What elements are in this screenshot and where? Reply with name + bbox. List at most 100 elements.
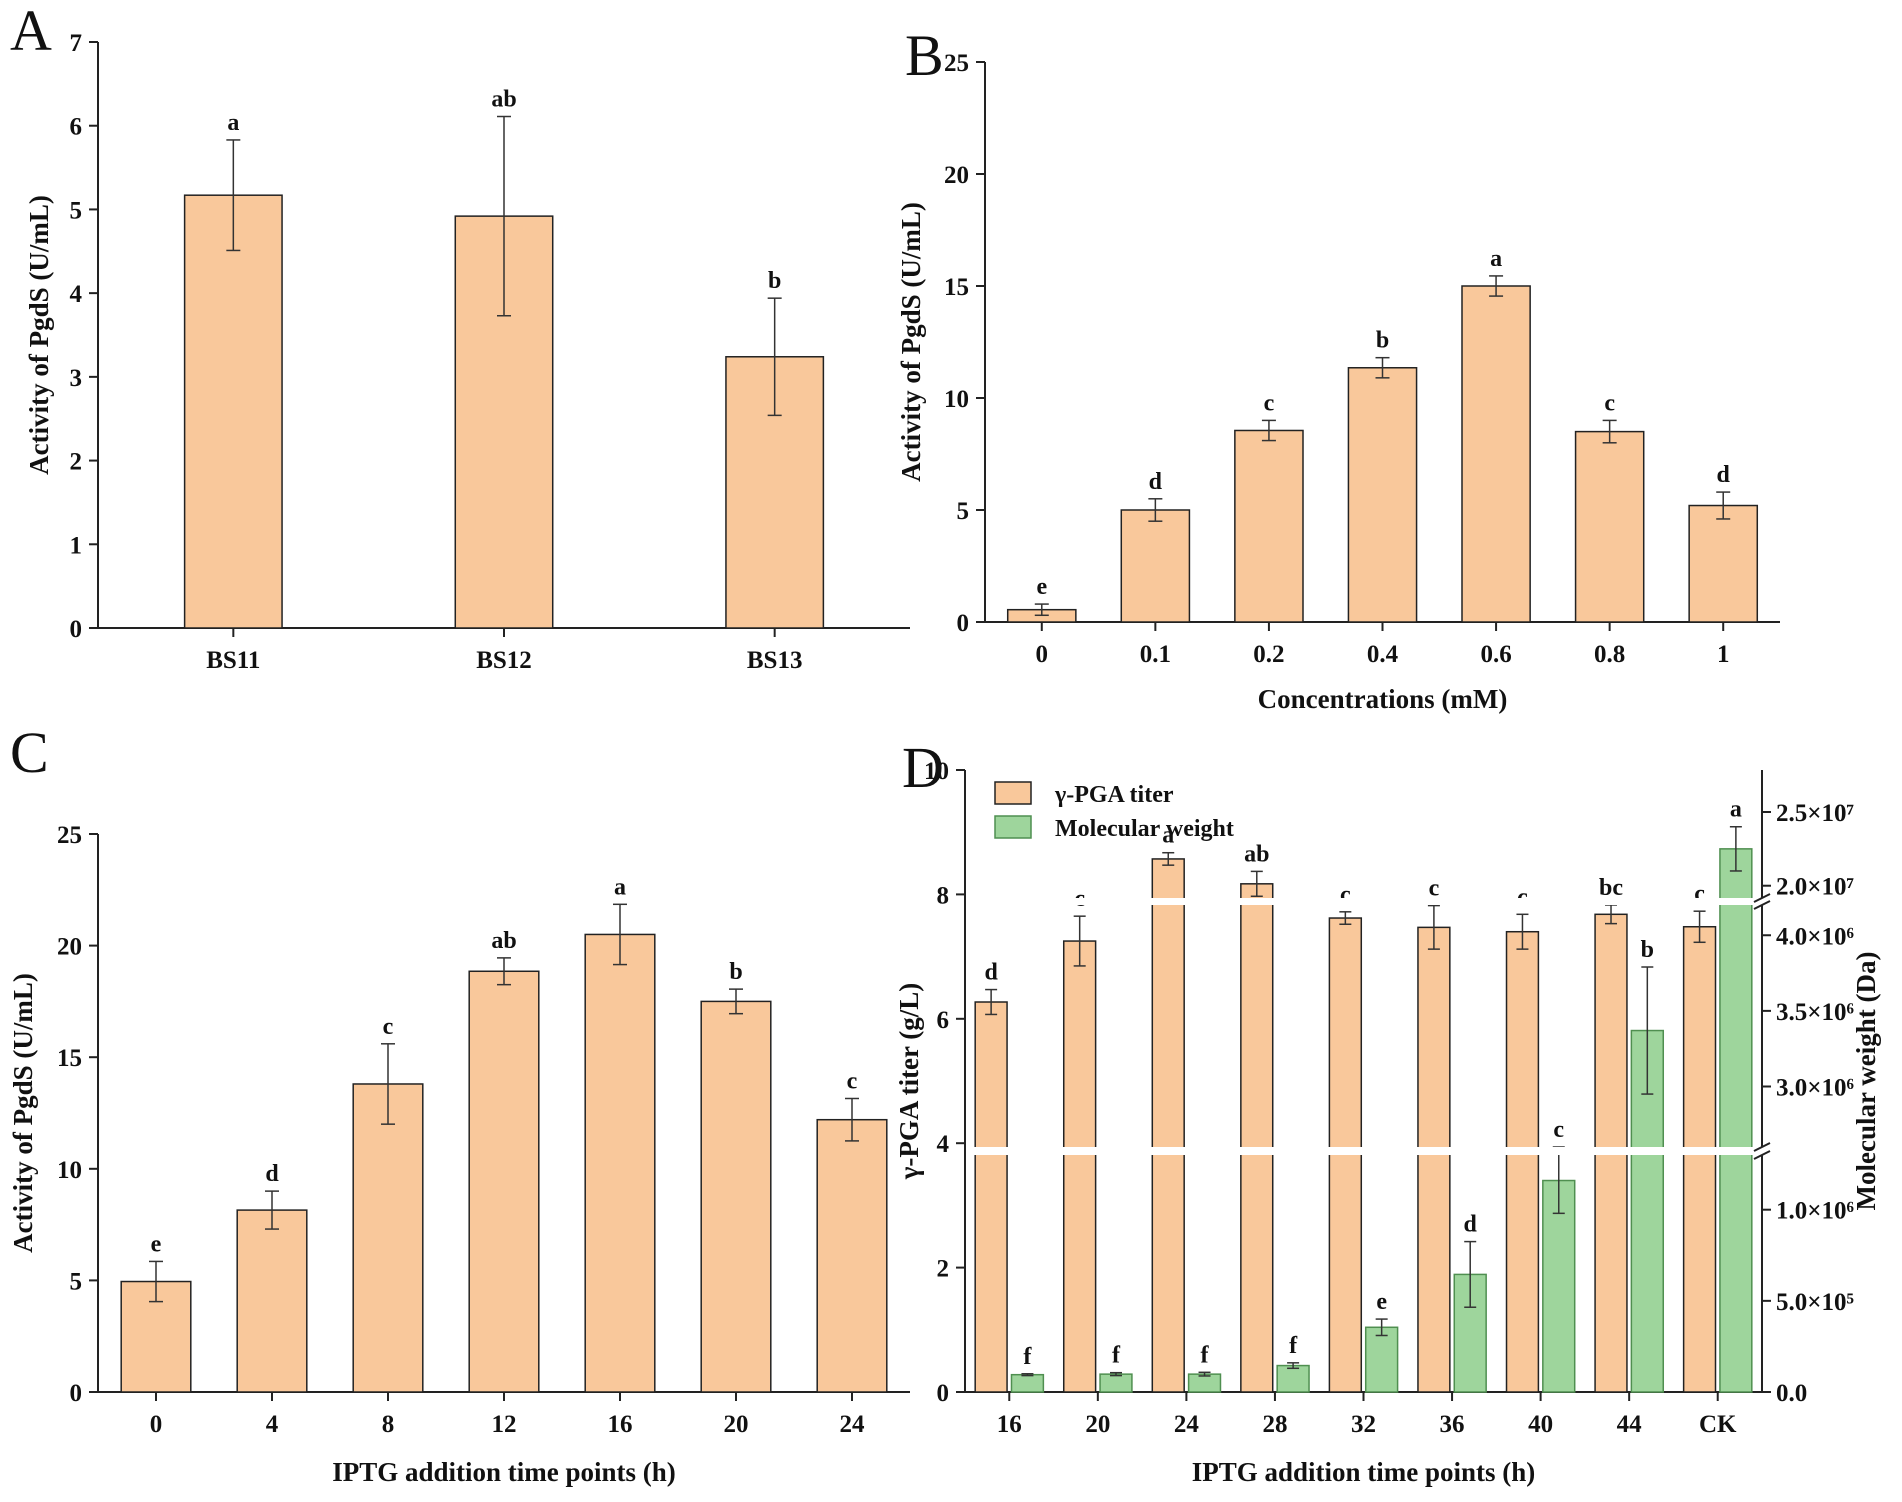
panel-d-titer-bar — [1328, 917, 1363, 1393]
panel-a-y-axis-title: Activity of PgdS (U/mL) — [24, 195, 54, 475]
panel-d-mw-bar — [1187, 1373, 1222, 1393]
panel-b-xtick-label: 0.8 — [1594, 641, 1625, 668]
panel-a-ytick-label: 3 — [70, 365, 83, 392]
panel-c: C 0 5 10 15 20 25 0 e 4 d 8 c 12 ab 16 a 20 b 24 c Activity o… — [8, 720, 910, 1487]
panel-c-ytick-label: 15 — [57, 1045, 82, 1072]
panel-d-y-axis-title: γ-PGA titer (g/L) — [894, 983, 924, 1181]
panel-d-mw-significance-letter: c — [1553, 1117, 1564, 1143]
panel-d-mw-significance-letter: f — [1112, 1343, 1121, 1369]
panel-d-titer-bar — [1151, 858, 1185, 1393]
panel-c-xtick-label: 24 — [840, 1411, 866, 1438]
panel-d-titer-bar — [1062, 940, 1097, 1393]
panel-d-xtick-label: 44 — [1617, 1411, 1643, 1438]
panel-d-xtick-label: 40 — [1528, 1411, 1553, 1438]
panel-a-significance-letter: ab — [491, 87, 516, 113]
panel-d-titer-significance-letter: c — [1517, 884, 1528, 910]
panel-b-xtick-label: 0.1 — [1140, 641, 1171, 668]
panel-d-legend-label-titer: γ-PGA titer — [1054, 782, 1174, 808]
panel-c-letter: C — [10, 720, 49, 785]
panel-d-titer-significance-letter: a — [1162, 823, 1174, 849]
panel-c-significance-letter: e — [151, 1231, 162, 1257]
panel-b-ytick-label: 5 — [957, 498, 970, 525]
panel-d-titer-significance-letter: c — [1429, 876, 1440, 902]
panel-d-mw-significance-letter: f — [1201, 1342, 1210, 1368]
panel-d-ytick-label: 10 — [924, 758, 949, 785]
panel-a-letter: A — [10, 0, 52, 63]
panel-d-y2tick-label: 2.0×10⁷ — [1776, 874, 1854, 901]
panel-b-x-axis-title: Concentrations (mM) — [1258, 684, 1508, 714]
panel-c-xtick-label: 4 — [266, 1411, 279, 1438]
panel-d-titer-significance-letter: c — [1340, 882, 1351, 908]
panel-c-ytick-label: 5 — [70, 1268, 83, 1295]
panel-a-ytick-label: 4 — [70, 281, 83, 308]
panel-c-significance-letter: d — [265, 1161, 279, 1187]
panel-b-xtick-label: 0.6 — [1480, 641, 1511, 668]
panel-d-y2tick-label: 3.5×10⁶ — [1776, 999, 1854, 1026]
panel-c-significance-letter: c — [847, 1068, 858, 1094]
panel-a-bar — [183, 194, 283, 629]
panel-d-y2-axis-title: Molecular weight (Da) — [1851, 952, 1881, 1211]
panel-d-titer-significance-letter: c — [1694, 881, 1705, 907]
panel-c-significance-letter: ab — [491, 928, 516, 954]
panel-d-mw-significance-letter: e — [1376, 1289, 1387, 1315]
panel-b-bar — [1234, 429, 1304, 623]
panel-d-ytick-label: 0 — [937, 1380, 950, 1407]
panel-c-xtick-label: 8 — [382, 1411, 395, 1438]
panel-a-ytick-label: 2 — [70, 449, 83, 476]
panel-d-mw-significance-letter: b — [1641, 937, 1654, 963]
panel-d-mw-bar — [1099, 1373, 1133, 1393]
panel-b-xtick-label: 0.2 — [1253, 641, 1284, 668]
panel-a-xtick-label: BS11 — [206, 647, 260, 674]
panel-a-ytick-label: 6 — [70, 114, 83, 141]
panel-d-mw-significance-letter: f — [1023, 1344, 1032, 1370]
panel-c-ytick-label: 0 — [70, 1380, 83, 1407]
panel-d-y2tick-label: 5.0×10⁵ — [1776, 1289, 1854, 1316]
panel-c-bar — [352, 1083, 424, 1393]
panel-d-xtick-label: 32 — [1351, 1411, 1376, 1438]
panel-d-mw-significance-letter: d — [1464, 1212, 1478, 1238]
panel-b-ytick-label: 20 — [944, 162, 969, 189]
panel-d-axis-break-gap — [966, 1147, 1775, 1155]
panel-c-y-axis-title: Activity of PgdS (U/mL) — [8, 973, 38, 1253]
panel-d-y2tick-label: 3.0×10⁶ — [1776, 1075, 1854, 1102]
panel-c-x-axis-title: IPTG addition time points (h) — [332, 1457, 676, 1487]
panel-b-significance-letter: e — [1036, 574, 1047, 600]
panel-b-significance-letter: a — [1490, 246, 1502, 272]
panel-b-significance-letter: c — [1604, 390, 1615, 416]
panel-c-bar — [468, 970, 540, 1393]
panel-d-titer-bar — [974, 1001, 1008, 1393]
panel-d-mw-bar — [1010, 1373, 1045, 1393]
panel-d-y2tick-label: 4.0×10⁶ — [1776, 923, 1854, 950]
panel-c-significance-letter: c — [383, 1014, 394, 1040]
panel-d-titer-significance-letter: d — [984, 960, 998, 986]
panel-d-axis-break-mark — [1753, 893, 1771, 903]
panel-d-xtick-label: CK — [1699, 1411, 1737, 1438]
panel-d-mw-significance-letter: a — [1730, 797, 1742, 823]
panel-d-mw-bar — [1364, 1326, 1399, 1393]
panel-b-significance-letter: d — [1149, 469, 1163, 495]
panel-d-y2tick-label: 0.0 — [1776, 1380, 1807, 1407]
panel-d-y2tick-label: 1.0×10⁶ — [1776, 1198, 1854, 1225]
panel-c-significance-letter: b — [729, 959, 742, 985]
panel-d-axis-break-mark — [1753, 1142, 1771, 1152]
panel-d-legend-label-mw: Molecular weight — [1055, 816, 1234, 842]
panel-d-xtick-label: 20 — [1085, 1411, 1110, 1438]
panel-b-bar — [1347, 367, 1418, 623]
panel-b-significance-letter: c — [1264, 390, 1275, 416]
panel-d-ytick-label: 8 — [937, 882, 950, 909]
panel-b-ytick-label: 0 — [957, 610, 970, 637]
panel-d-xtick-label: 28 — [1262, 1411, 1287, 1438]
panel-d-y2tick-label: 2.5×10⁷ — [1776, 800, 1854, 827]
panel-c-xtick-label: 0 — [150, 1411, 163, 1438]
panel-b-ytick-label: 25 — [944, 50, 969, 77]
panel-a-significance-letter: b — [768, 268, 781, 294]
panel-b-xtick-label: 0.4 — [1367, 641, 1399, 668]
panel-b-ytick-label: 15 — [944, 274, 969, 301]
panel-c-significance-letter: a — [614, 874, 626, 900]
panel-a-ytick-label: 5 — [70, 197, 83, 224]
panel-c-xtick-label: 16 — [608, 1411, 633, 1438]
panel-d-legend-swatch-titer — [994, 781, 1032, 805]
panel-d-xtick-label: 16 — [997, 1411, 1022, 1438]
panel-c-bar — [700, 1000, 772, 1393]
